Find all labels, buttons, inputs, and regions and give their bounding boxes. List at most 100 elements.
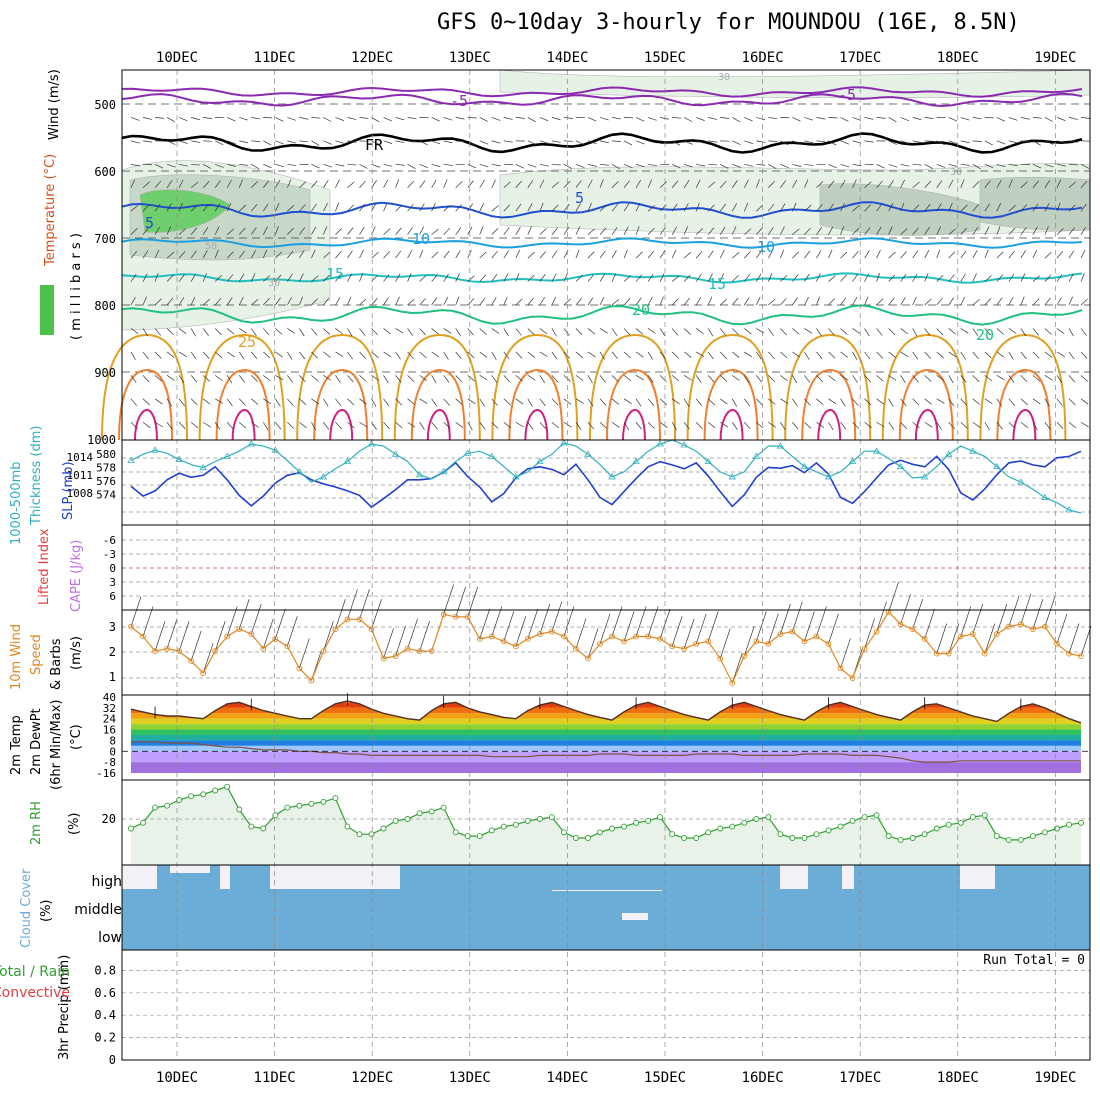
wind-barb: [1068, 296, 1073, 306]
cloud-clear-patch: [842, 865, 854, 889]
wind-barb: [551, 296, 557, 306]
wind10-barb: [587, 628, 599, 659]
wind-barb: [275, 398, 281, 407]
wind-barb: [960, 273, 966, 282]
wind-barb: [1068, 181, 1076, 189]
wind10-marker: [452, 613, 459, 620]
contour-5: [121, 201, 1083, 219]
lifted-index-tick: 0: [109, 562, 116, 575]
wind-barb: [563, 398, 572, 405]
wind-barb: [1080, 163, 1090, 169]
wind-barb: [1056, 351, 1065, 357]
lifted-index-tick: -6: [103, 534, 116, 547]
wind-barb: [768, 351, 775, 359]
wind-barb: [599, 250, 606, 259]
wind-barb: [611, 273, 617, 282]
contour-30: [215, 368, 271, 441]
wind-barb: [936, 422, 943, 430]
rh-marker: [669, 831, 676, 838]
wind-barb: [695, 251, 703, 259]
wind-barb: [263, 351, 271, 359]
wind-barb: [852, 205, 860, 212]
wind-barb: [1080, 351, 1088, 359]
wind-barb: [227, 163, 237, 167]
wind-barb: [491, 351, 497, 360]
rh-marker: [320, 798, 327, 805]
wind-barb: [467, 328, 474, 336]
wind-barb: [623, 351, 631, 359]
thickness-marker: [560, 439, 568, 446]
wind-barb: [647, 328, 656, 334]
wind-barb: [840, 251, 848, 259]
contour-label: -5: [838, 86, 856, 104]
wind10-barb: [238, 598, 250, 630]
wind-barb: [828, 117, 838, 119]
wind-barb: [371, 375, 380, 381]
wind-barb: [347, 398, 355, 406]
sounding-tick: 500: [94, 98, 116, 112]
rh-marker: [765, 814, 772, 821]
wind10-marker: [717, 655, 724, 662]
wind-barb: [888, 251, 896, 259]
x-tick-label-top: 11DEC: [254, 50, 296, 66]
wind-barb: [503, 227, 510, 235]
wind-barb: [154, 421, 163, 428]
wind-barb: [804, 179, 809, 188]
wind-barb: [383, 163, 393, 167]
wind-barb: [191, 163, 201, 166]
wind-barb: [214, 275, 222, 282]
wind-barb: [816, 140, 826, 143]
wind-barb: [1068, 140, 1078, 143]
wind-barb: [611, 204, 619, 212]
wind-barb: [287, 328, 295, 334]
wind-barb: [214, 375, 223, 381]
wind10-marker: [969, 631, 976, 637]
wind-barb: [299, 181, 307, 189]
wind-barb: [347, 273, 353, 282]
wind-barb: [443, 296, 449, 306]
wind-barb: [1032, 422, 1038, 431]
wind-barb: [960, 163, 970, 166]
wind-barb: [179, 163, 188, 167]
wind-barb: [190, 421, 199, 429]
wind-barb: [395, 328, 404, 334]
wind-barb: [263, 298, 270, 306]
wind-barb: [383, 202, 388, 212]
wind-barb: [840, 422, 847, 430]
wind-barb: [756, 163, 766, 166]
wind-barb: [972, 375, 980, 382]
wind-barb: [455, 398, 463, 405]
wind-barb: [635, 297, 642, 306]
wind-barb: [731, 226, 737, 235]
wind10-barb: [503, 611, 515, 642]
wind-barb: [455, 273, 460, 282]
rh-marker: [296, 802, 303, 809]
wind-barb: [359, 117, 369, 119]
panel-y-label: Cloud Cover: [19, 868, 34, 948]
rh-marker: [681, 835, 688, 841]
wind-barb: [190, 250, 197, 259]
panel-y-label: Wind (m/s): [47, 69, 62, 140]
wind-barb: [407, 203, 414, 212]
wind-barb: [407, 226, 413, 235]
wind-barb: [491, 375, 498, 383]
wind-barb: [900, 328, 909, 335]
wind-barb: [311, 180, 318, 188]
wind-barb: [744, 251, 751, 259]
wind-barb: [359, 375, 367, 382]
wind-barb: [804, 328, 813, 334]
wind-barb: [852, 375, 858, 383]
rh-marker: [933, 825, 940, 832]
wind-barb: [1068, 273, 1074, 282]
contour-30: [703, 368, 759, 441]
wind-barb: [347, 163, 357, 166]
wind-barb: [972, 398, 980, 405]
wind-barb: [1020, 351, 1027, 360]
wind10-barb: [395, 625, 406, 657]
rh-marker: [572, 835, 579, 841]
wind-barb: [780, 249, 785, 259]
wind-barb: [1068, 117, 1078, 120]
wind-barb: [250, 204, 258, 212]
wind-barb: [190, 273, 196, 282]
contour-25: [881, 333, 969, 441]
